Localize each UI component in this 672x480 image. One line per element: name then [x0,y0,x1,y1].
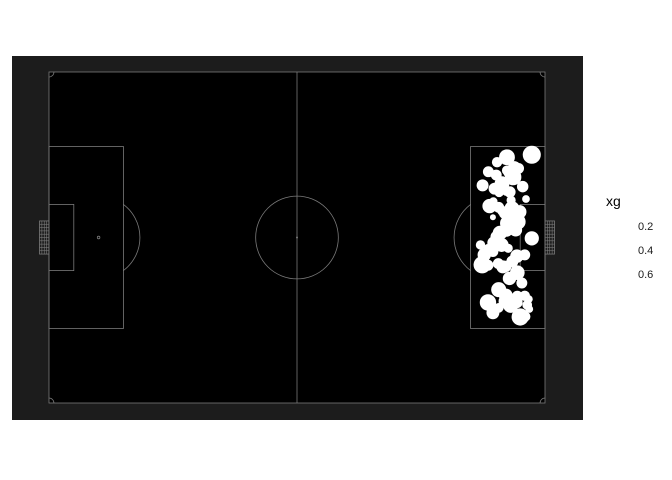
shot-points [473,145,541,326]
right-goal [544,220,555,255]
legend-key-point [613,220,625,232]
shot-point [491,157,503,168]
corner-arc [539,397,546,404]
left-penalty-spot [96,235,101,240]
legend-label: 0.2 [638,221,653,233]
shot-point [522,195,530,203]
corner-arc [539,71,546,78]
shot-point [516,180,529,193]
legend-title: xg [606,193,621,209]
shot-point [482,259,494,271]
shot-point [503,297,519,313]
shot-point [520,311,531,322]
centre-circle [255,195,339,280]
shot-point [504,186,516,198]
shot-point [486,306,500,320]
shot-point [496,260,510,274]
legend-label: 0.4 [638,245,653,257]
corner-arc [48,71,55,78]
shot-point [503,243,513,253]
pitch [39,71,555,404]
legend: xg 0.2 0.4 0.6 [606,193,653,284]
legend-key-point [611,242,627,258]
legend-label: 0.6 [638,269,653,281]
shot-point [522,145,541,164]
shot-point [525,305,534,313]
left-penalty-arc [123,204,141,271]
shot-point [502,271,517,286]
shot-point [475,240,486,250]
shot-point [489,214,496,221]
centre-spot [296,236,298,239]
shot-point [482,198,497,214]
legend-key-point [609,264,629,284]
shot-point [516,277,528,289]
legend-items: 0.2 0.4 0.6 [609,220,653,284]
corner-arc [48,397,55,404]
left-goal [39,220,50,255]
shot-point [494,187,504,198]
shot-point [499,149,515,166]
shot-point [503,165,517,179]
shot-point [476,179,489,192]
shot-point [509,223,523,237]
right-penalty-arc [453,204,471,271]
shot-point [524,231,539,246]
